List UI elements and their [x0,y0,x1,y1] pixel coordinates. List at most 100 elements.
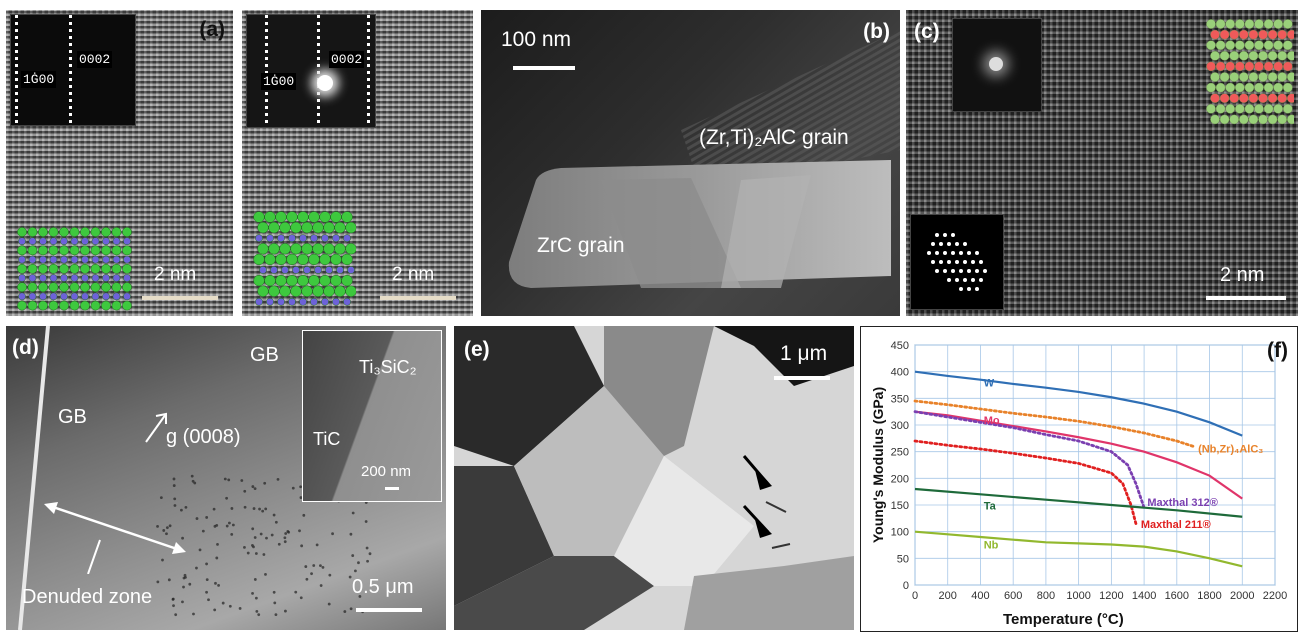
atom [1225,19,1236,29]
atom [1254,19,1264,29]
dislocation-loop [238,607,242,610]
dislocation-loop [358,595,362,598]
dislocation-loop [172,604,175,608]
atom [1277,93,1287,103]
atom [312,221,324,234]
atom [111,300,122,311]
dislocation-loop [190,474,194,478]
atom [292,266,300,274]
dislocation-loop [258,507,261,511]
atom [59,227,69,237]
dislocation-loop [263,481,267,485]
atom [123,274,131,282]
dislocation-loop [343,610,347,613]
atom [60,274,68,282]
fft-spot [955,260,959,264]
atom [1273,19,1283,29]
atom [1283,82,1293,93]
dislocation-loop [240,479,244,482]
y-tick-label: 100 [891,527,909,539]
dislocation-loop [364,520,368,523]
atom [345,243,356,255]
atom [70,255,79,264]
inset-scale-bar [385,487,399,490]
x-tick-label: 600 [1004,590,1022,602]
atom [112,237,121,246]
denuded-zone-label: Denuded zone [22,586,153,608]
atom [343,297,351,306]
atom [48,282,59,293]
dislocation-loop [243,489,247,493]
dislocation-loop [156,580,160,584]
fft-spot [939,242,943,246]
atom [275,211,287,223]
dislocation-loop [188,582,192,586]
dislocation-loop [319,564,322,568]
dislocation-loop [257,613,261,617]
scale-bar [142,296,218,300]
x-tick-label: 1200 [1099,590,1123,602]
dislocation-loop [181,536,184,540]
grain-label: (Zr,Ti)₂AlC grain [699,126,849,149]
atom [1229,114,1240,125]
atom [1263,40,1274,51]
atom [18,292,26,301]
dislocation-loop [283,540,287,544]
scale-label: 2 nm [154,264,197,285]
atom [301,243,313,255]
dislocation-loop [261,509,265,513]
atom [38,227,48,237]
atom [1206,40,1216,51]
scale-label: 2 nm [392,264,435,285]
dislocation-loop [227,478,231,482]
atom [90,282,101,293]
fft-spot [975,269,979,273]
atom [321,234,329,243]
dislocation-loop [264,572,267,576]
atom [264,253,276,266]
atom [81,237,89,246]
atom [270,266,278,274]
atom [1277,72,1287,82]
atom [286,211,298,223]
dislocation-loop [216,542,219,546]
atom [70,274,79,282]
dislocation-loop [165,532,168,536]
dislocation-loop [172,484,176,487]
atom [297,274,309,287]
atom [123,292,131,301]
dislocation-loop [201,529,205,533]
diffraction-label: 0002 [77,51,113,68]
fft-spot [955,242,959,246]
atom [1239,51,1249,61]
dislocation-loop [302,513,306,517]
fft-spot [979,278,983,282]
dislocation-loop [228,604,232,608]
atom [80,263,90,274]
atom [1239,29,1249,40]
dislocation-loop [299,596,303,600]
atom [80,282,90,293]
atom [1277,29,1287,40]
atom [1225,82,1236,93]
x-tick-label: 0 [912,590,918,602]
atom [112,274,121,282]
atom [27,300,38,311]
dislocation-loop [225,524,229,528]
atom [17,282,27,293]
fft-spot [935,251,939,255]
dislocation-loop [180,508,183,512]
atom [290,285,302,297]
atom [1219,72,1230,82]
fft-spot [979,260,983,264]
atom [266,234,274,243]
atom [303,266,311,274]
atom [90,245,101,256]
atom [1248,114,1259,125]
phase-label: Ti₃SiC₂ [359,357,417,377]
dislocation-loop [251,544,254,547]
atom [49,237,58,246]
atom [1206,82,1216,93]
atom [69,300,80,311]
dislocation-loop [213,608,217,612]
